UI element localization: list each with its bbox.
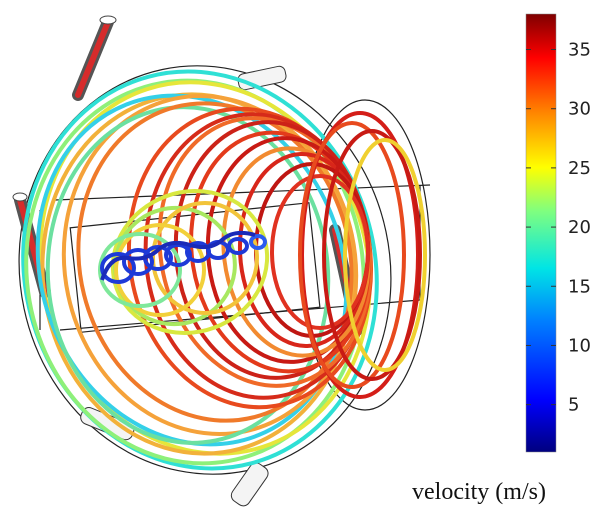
axis-line-top: [54, 184, 431, 201]
colorbar-gradient: [525, 13, 557, 453]
colorbar: 5 10 15 20 25 30 35: [525, 13, 591, 453]
colorbar-unit-label: velocity (m/s): [412, 479, 546, 505]
colorbar-tick-label: 10: [568, 335, 591, 356]
colorbar-tick-label: 15: [568, 276, 591, 297]
colorbar-tick-label: 5: [568, 395, 579, 416]
outlet-pipe-bottom: [230, 462, 269, 507]
colorbar-tick-label: 25: [568, 158, 591, 179]
colorbar-ticks: 5 10 15 20 25 30 35: [526, 40, 591, 416]
inlet-pipe-top-left: [72, 15, 117, 101]
low-velocity-core: [100, 230, 267, 284]
colorbar-tick-label: 20: [568, 217, 591, 238]
colorbar-tick-label: 35: [568, 40, 591, 61]
colorbar-tick-label: 30: [568, 99, 591, 120]
velocity-streamlines: [21, 69, 427, 471]
